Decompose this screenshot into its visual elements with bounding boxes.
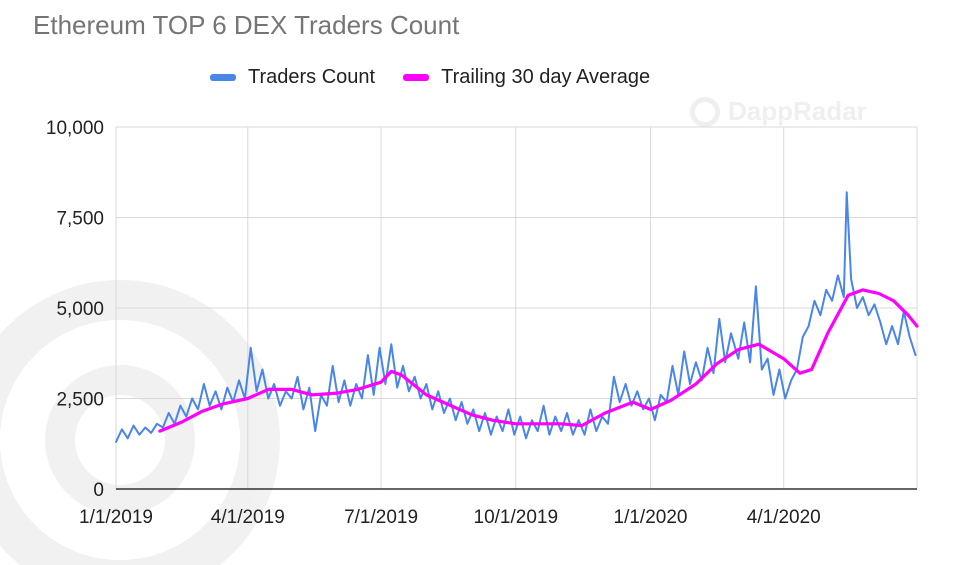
x-tick-label: 10/1/2019 (474, 507, 559, 528)
series-line-trailing-average (158, 288, 919, 433)
dappradar-watermark: DappRadar (690, 96, 867, 127)
background-decoration (0, 280, 280, 565)
legend-item-trailing-average[interactable]: Trailing 30 day Average (403, 66, 650, 89)
legend-swatch-trailing-average (403, 73, 430, 81)
legend-item-traders-count[interactable]: Traders Count (210, 66, 375, 89)
y-tick-label: 10,000 (46, 118, 104, 139)
x-tick-label: 1/1/2020 (614, 507, 688, 528)
y-axis-ticks: 0 2,500 5,000 7,500 10,000 (46, 118, 104, 501)
legend-label-traders-count: Traders Count (248, 65, 376, 88)
watermark-text: DappRadar (728, 96, 867, 126)
y-tick-label: 0 (93, 480, 104, 501)
legend-swatch-traders-count (210, 73, 236, 81)
series-lines (115, 191, 919, 443)
x-tick-label: 4/1/2019 (211, 507, 285, 528)
x-tick-label: 1/1/2019 (79, 507, 153, 528)
y-tick-label: 5,000 (56, 299, 104, 320)
legend-label-trailing-average: Trailing 30 day Average (441, 65, 651, 88)
x-axis-ticks: 1/1/2019 4/1/2019 7/1/2019 10/1/2019 1/1/202… (79, 507, 821, 528)
dappradar-logo-icon (690, 96, 720, 127)
series-line-traders-count (115, 191, 917, 443)
y-tick-label: 7,500 (56, 209, 104, 230)
chart-title: Ethereum TOP 6 DEX Traders Count (33, 10, 460, 40)
x-tick-label: 4/1/2020 (747, 507, 821, 528)
y-tick-label: 2,500 (56, 390, 104, 411)
x-tick-label: 7/1/2019 (344, 507, 418, 528)
gridlines (115, 126, 918, 489)
chart-legend: Traders Count Trailing 30 day Average (210, 64, 678, 90)
